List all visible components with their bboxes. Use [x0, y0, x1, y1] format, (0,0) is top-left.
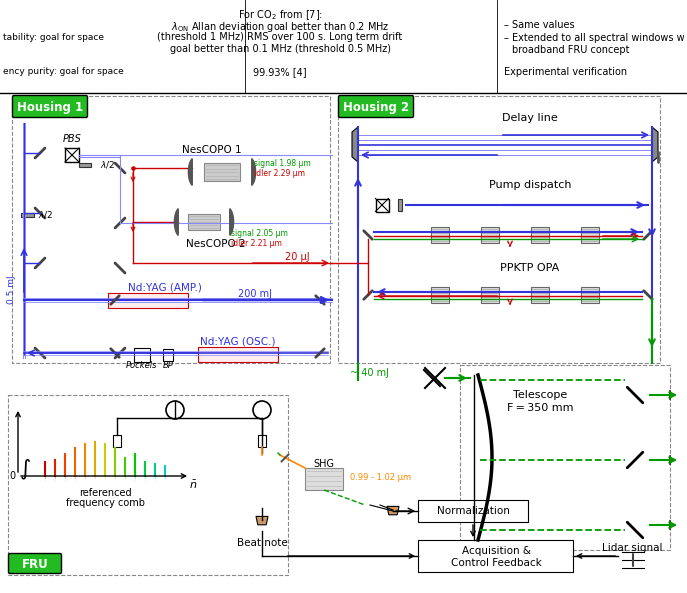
- FancyBboxPatch shape: [339, 95, 414, 117]
- Text: signal 1.98 μm: signal 1.98 μm: [254, 158, 311, 167]
- Text: Telescope: Telescope: [513, 390, 567, 400]
- Text: goal better than 0.1 MHz (threshold 0.5 MHz): goal better than 0.1 MHz (threshold 0.5 …: [170, 44, 390, 54]
- Text: $\lambda$/2: $\lambda$/2: [38, 209, 53, 221]
- Polygon shape: [188, 159, 192, 186]
- Text: 0.99 - 1.02 μm: 0.99 - 1.02 μm: [350, 473, 411, 482]
- Bar: [338, 96, 660, 363]
- Bar: [431, 227, 449, 243]
- Bar: [581, 227, 599, 243]
- Bar: [8, 395, 288, 575]
- Text: PBS: PBS: [63, 134, 82, 144]
- Text: Nd:YAG (AMP.): Nd:YAG (AMP.): [128, 282, 202, 292]
- Text: F = 350 mm: F = 350 mm: [507, 403, 573, 413]
- Polygon shape: [352, 127, 358, 162]
- Text: Acquisition &: Acquisition &: [462, 546, 530, 556]
- Text: Delay line: Delay line: [502, 113, 558, 123]
- Text: 0.5 mJ: 0.5 mJ: [7, 276, 16, 304]
- Bar: [134, 348, 150, 362]
- Bar: [531, 287, 549, 303]
- Bar: [258, 435, 266, 447]
- Bar: [418, 500, 528, 522]
- Bar: [481, 287, 499, 303]
- Text: For CO$_2$ from [7]:: For CO$_2$ from [7]:: [238, 8, 322, 22]
- Bar: [581, 287, 599, 303]
- Text: Nd:YAG (OSC.): Nd:YAG (OSC.): [200, 337, 275, 347]
- Text: $\bar{n}$: $\bar{n}$: [189, 479, 197, 491]
- Polygon shape: [256, 517, 268, 525]
- Bar: [198, 347, 278, 362]
- Text: Extended to all spectral windows w: Extended to all spectral windows w: [512, 33, 685, 43]
- Bar: [12, 96, 330, 363]
- FancyBboxPatch shape: [8, 553, 62, 573]
- Bar: [398, 199, 402, 211]
- Bar: [418, 540, 573, 572]
- Text: $\int$: $\int$: [19, 458, 31, 482]
- Bar: [188, 214, 220, 230]
- Text: tability: goal for space: tability: goal for space: [3, 33, 104, 43]
- Text: signal 2.05 μm: signal 2.05 μm: [231, 229, 288, 238]
- Text: –: –: [504, 33, 509, 43]
- Polygon shape: [174, 209, 178, 235]
- Text: idler 2.21 μm: idler 2.21 μm: [231, 240, 282, 248]
- Text: Beat note: Beat note: [236, 538, 287, 548]
- Text: –: –: [504, 20, 509, 30]
- Text: PPKTP OPA: PPKTP OPA: [500, 263, 560, 273]
- Text: FRU: FRU: [21, 557, 48, 570]
- Bar: [113, 435, 121, 447]
- Text: Same values: Same values: [512, 20, 574, 30]
- Text: idler 2.29 μm: idler 2.29 μm: [254, 168, 305, 177]
- Text: Normalization: Normalization: [436, 506, 510, 516]
- Polygon shape: [251, 159, 256, 186]
- Bar: [481, 227, 499, 243]
- Text: $\lambda$/2: $\lambda$/2: [100, 160, 115, 171]
- Text: (threshold 1 MHz) RMS over 100 s. Long term drift: (threshold 1 MHz) RMS over 100 s. Long t…: [157, 32, 403, 42]
- FancyBboxPatch shape: [12, 95, 87, 117]
- Text: SHG: SHG: [313, 459, 335, 469]
- Text: NesCOPO 2: NesCOPO 2: [186, 239, 246, 249]
- Text: referenced: referenced: [79, 488, 131, 498]
- Bar: [65, 148, 79, 162]
- Polygon shape: [387, 506, 399, 515]
- Polygon shape: [229, 209, 234, 235]
- Text: NesCOPO 1: NesCOPO 1: [182, 145, 242, 155]
- Bar: [163, 349, 173, 361]
- Text: broadband FRU concept: broadband FRU concept: [512, 45, 629, 55]
- Bar: [376, 199, 389, 212]
- Text: $\lambda_{\rm ON}$ Allan deviation goal better than 0.2 MHz: $\lambda_{\rm ON}$ Allan deviation goal …: [171, 20, 390, 34]
- Bar: [531, 227, 549, 243]
- Text: Pockels: Pockels: [126, 362, 158, 371]
- Text: 200 mJ: 200 mJ: [238, 289, 272, 299]
- Text: Lidar signal: Lidar signal: [602, 543, 662, 553]
- Text: Housing 1: Housing 1: [17, 100, 83, 113]
- Text: BP: BP: [163, 362, 173, 371]
- Text: ~ 40 mJ: ~ 40 mJ: [350, 368, 389, 378]
- Text: Housing 2: Housing 2: [343, 100, 409, 113]
- Bar: [305, 468, 343, 490]
- Bar: [460, 365, 670, 550]
- Bar: [79, 163, 91, 167]
- Polygon shape: [652, 127, 658, 162]
- Text: frequency comb: frequency comb: [65, 498, 144, 508]
- Text: Experimental verification: Experimental verification: [504, 67, 627, 77]
- Text: ency purity: goal for space: ency purity: goal for space: [3, 68, 124, 76]
- Bar: [21, 213, 34, 217]
- Text: Pump dispatch: Pump dispatch: [488, 180, 572, 190]
- Text: 20 μJ: 20 μJ: [285, 252, 310, 262]
- Text: 99.93% [4]: 99.93% [4]: [254, 67, 307, 77]
- Text: Control Feedback: Control Feedback: [451, 558, 541, 568]
- Bar: [431, 287, 449, 303]
- Bar: [204, 163, 240, 181]
- Bar: [108, 293, 188, 308]
- Text: 0: 0: [9, 471, 15, 481]
